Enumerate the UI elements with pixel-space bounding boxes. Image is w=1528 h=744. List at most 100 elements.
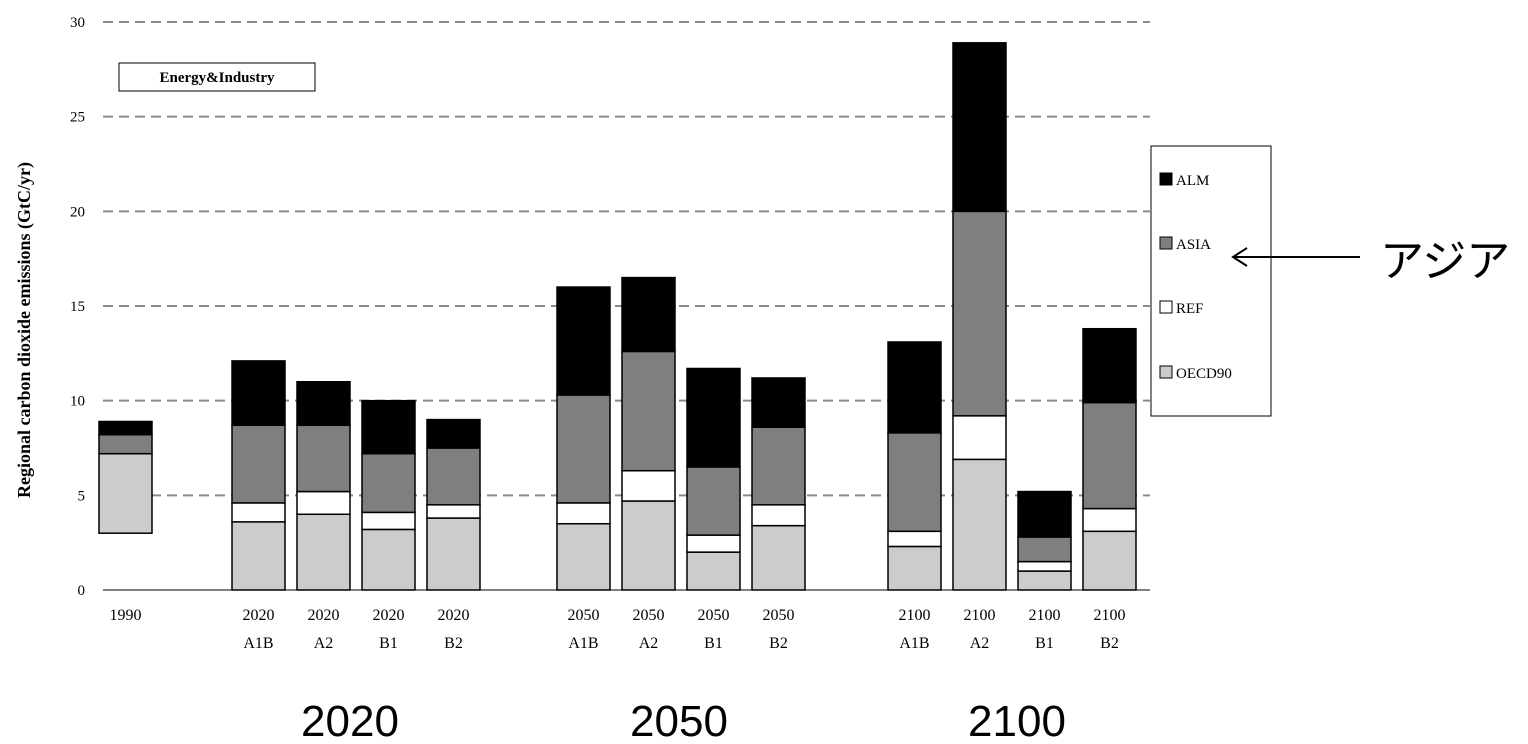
- legend-swatch-oecd90: [1159, 365, 1173, 379]
- legend-label-oecd90: OECD90: [1176, 366, 1232, 382]
- bar-segment-oecd90: [296, 513, 351, 591]
- x-tick-label: A1B: [243, 635, 273, 652]
- bar-segment-asia: [887, 432, 942, 533]
- x-tick-label: 2100: [1094, 607, 1126, 624]
- bar-segment-ref: [426, 504, 481, 519]
- period-label-2050: 2050: [630, 697, 728, 744]
- bar-segment-ref: [751, 504, 806, 527]
- x-tick-label: A2: [639, 635, 659, 652]
- x-tick-label: 2050: [633, 607, 665, 624]
- x-tick-label: 2020: [243, 607, 275, 624]
- x-tick-label: A2: [314, 635, 334, 652]
- x-tick-label: 2100: [899, 607, 931, 624]
- bar-segment-alm: [556, 286, 611, 396]
- bar-segment-oecd90: [686, 551, 741, 591]
- bar-segment-alm: [887, 341, 942, 434]
- bar-segment-ref: [1017, 560, 1072, 572]
- bar-segment-oecd90: [1017, 570, 1072, 591]
- x-tick-label: 1990: [110, 607, 142, 624]
- legend-label-ref: REF: [1176, 301, 1204, 317]
- x-tick-label: 2100: [964, 607, 996, 624]
- x-tick-label: B1: [379, 635, 398, 652]
- bar-segment-oecd90: [887, 545, 942, 591]
- x-tick-label: B1: [704, 635, 723, 652]
- legend-label-alm: ALM: [1176, 173, 1209, 189]
- bar-segment-alm: [1082, 327, 1137, 404]
- bar-segment-ref: [296, 490, 351, 516]
- bar-segment-alm: [296, 380, 351, 427]
- x-tick-label: 2050: [568, 607, 600, 624]
- bar-segment-oecd90: [98, 452, 153, 534]
- bar-segment-ref: [556, 502, 611, 525]
- bar-segment-asia: [556, 394, 611, 504]
- bar-segment-oecd90: [621, 500, 676, 591]
- bar-segment-asia: [231, 424, 286, 504]
- bar-segment-asia: [751, 426, 806, 506]
- y-tick-label: 30: [70, 15, 85, 31]
- x-tick-label: B2: [1100, 635, 1119, 652]
- bar-segment-ref: [887, 530, 942, 548]
- x-tick-label: 2020: [373, 607, 405, 624]
- x-tick-labels: 1990 2020 A1B 2020 A2 2020 B1 2020 B2 2050 A1B 2050…: [110, 607, 1126, 652]
- bar-segment-oecd90: [751, 524, 806, 591]
- legend-swatch-ref: [1159, 300, 1173, 314]
- bar-segment-alm: [98, 420, 153, 436]
- x-tick-label: A2: [970, 635, 990, 652]
- bar-segment-alm: [621, 276, 676, 353]
- legend-swatch-alm: [1159, 172, 1173, 186]
- bar-segment-asia: [686, 466, 741, 536]
- period-label-2020: 2020: [301, 697, 399, 744]
- bar-segment-ref: [621, 469, 676, 502]
- legend-label-asia: ASIA: [1176, 237, 1211, 253]
- period-label-2100: 2100: [968, 697, 1066, 744]
- bar-segment-alm: [361, 399, 416, 455]
- y-tick-label: 25: [70, 110, 85, 126]
- bar-segment-alm: [686, 367, 741, 468]
- bar-segment-alm: [231, 360, 286, 427]
- asia-arrow: [1231, 247, 1360, 267]
- bar-segment-asia: [361, 452, 416, 514]
- x-tick-label: B1: [1035, 635, 1054, 652]
- x-tick-label: 2020: [308, 607, 340, 624]
- bar-segment-ref: [361, 511, 416, 531]
- bar-segment-oecd90: [426, 517, 481, 591]
- bar-segment-ref: [1082, 507, 1137, 533]
- bar-segment-ref: [231, 502, 286, 523]
- y-tick-label: 10: [70, 394, 85, 410]
- x-tick-label: 2100: [1029, 607, 1061, 624]
- x-tick-label: 2050: [698, 607, 730, 624]
- y-tick-label: 15: [70, 299, 85, 315]
- x-tick-label: A1B: [899, 635, 929, 652]
- bar-segment-oecd90: [361, 528, 416, 591]
- y-tick-label: 20: [70, 204, 85, 220]
- energy-industry-label: Energy&Industry: [159, 70, 275, 86]
- bar-segment-asia: [952, 210, 1007, 417]
- x-tick-label: A1B: [568, 635, 598, 652]
- bar-segment-ref: [686, 534, 741, 553]
- legend-swatch-asia: [1159, 236, 1173, 250]
- x-tick-label: B2: [444, 635, 463, 652]
- bar-segment-asia: [1082, 401, 1137, 510]
- y-tick-label: 0: [78, 583, 86, 599]
- x-tick-label: 2050: [763, 607, 795, 624]
- bar-segment-alm: [952, 42, 1007, 213]
- bar-segment-asia: [426, 447, 481, 506]
- bar-segment-asia: [1017, 536, 1072, 563]
- legend: ALM ASIA REF OECD90: [1150, 145, 1272, 417]
- bar-segment-ref: [952, 415, 1007, 461]
- y-axis-title: Regional carbon dioxide emissions (GtC/y…: [14, 162, 35, 498]
- bar-segment-oecd90: [556, 522, 611, 591]
- x-tick-label: 2020: [438, 607, 470, 624]
- bar-segment-alm: [426, 418, 481, 449]
- y-tick-label: 5: [78, 488, 86, 504]
- asia-arrow-label: アジア: [1380, 237, 1510, 286]
- energy-industry-box: Energy&Industry: [118, 62, 316, 92]
- x-tick-label: B2: [769, 635, 788, 652]
- bar-segment-asia: [98, 433, 153, 455]
- bar-segment-alm: [751, 377, 806, 428]
- bars: [98, 42, 1137, 591]
- bar-segment-oecd90: [231, 521, 286, 591]
- bar-segment-alm: [1017, 490, 1072, 538]
- bar-segment-asia: [296, 424, 351, 493]
